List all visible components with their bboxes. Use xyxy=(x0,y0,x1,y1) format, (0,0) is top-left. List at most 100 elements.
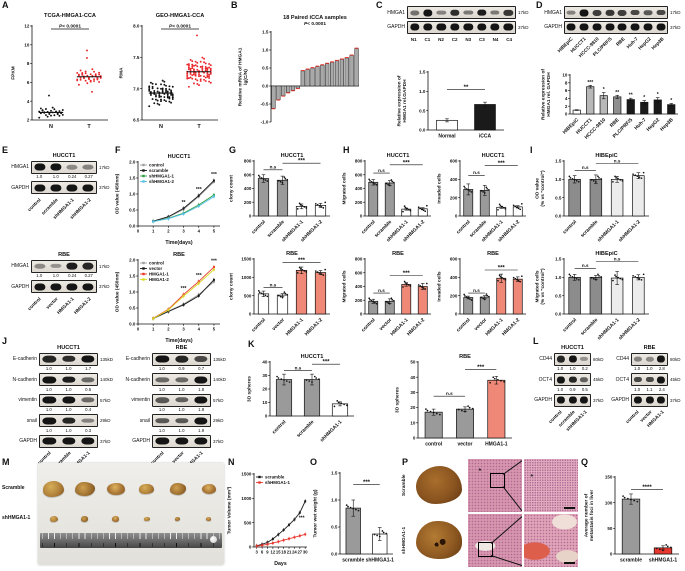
chart-text: Tumor wet weight (g) xyxy=(313,489,319,537)
data-point xyxy=(212,266,215,269)
bar xyxy=(276,85,281,100)
blot-protein-row: N-cadherin 140kD xyxy=(3,373,115,386)
blot-title-row: HUCCT1 xyxy=(3,345,115,351)
data-point xyxy=(630,498,632,501)
blot-protein-row: GAPDH 37kD xyxy=(3,280,114,293)
data-point xyxy=(598,274,600,277)
band-value: 1.0 xyxy=(178,386,185,392)
band-value: 0.7 xyxy=(198,366,205,371)
panel-letter-h: H xyxy=(343,145,350,155)
chart-text: 600 xyxy=(244,172,252,177)
chart-text: scramble xyxy=(580,317,600,337)
protein-band xyxy=(82,283,94,290)
band-value: 1.0 xyxy=(45,386,52,392)
data-point xyxy=(149,94,152,96)
chart-text: * xyxy=(670,98,672,104)
data-point xyxy=(617,177,620,180)
blot-lane-strip xyxy=(152,434,211,448)
chart-text: 0.5 xyxy=(129,306,136,311)
molecular-weight-label: 17kD xyxy=(518,10,529,15)
tumor-specimen xyxy=(81,516,88,522)
data-point xyxy=(208,75,211,78)
data-point xyxy=(155,94,157,96)
spacer xyxy=(100,428,115,434)
data-point xyxy=(569,176,572,179)
data-point xyxy=(182,295,185,298)
tumor-specimen xyxy=(175,517,180,521)
data-point xyxy=(378,535,381,538)
data-point xyxy=(392,299,395,302)
protein-band xyxy=(630,9,640,16)
lane-label: Huh-7 xyxy=(625,37,640,51)
protein-label: E-cadherin xyxy=(12,356,37,362)
lane-labels: N1 C1 N2 C2 N3 C3 N4 C4 xyxy=(407,35,516,42)
chart-text: 3D spheres xyxy=(395,387,401,413)
chart-text: 400 xyxy=(450,177,458,182)
tumor-specimen xyxy=(74,481,95,497)
chart-text: shHMGA1-1 xyxy=(265,480,290,485)
bar-tip xyxy=(325,62,330,64)
chart-text: 18 Paired iCCA samples xyxy=(283,15,347,21)
chart-text: scramble xyxy=(342,558,364,564)
lane-label: C1 xyxy=(424,37,431,42)
chart-text: n.s xyxy=(446,391,453,396)
chart-text: iCCA xyxy=(479,134,492,140)
data-point xyxy=(91,68,94,71)
spacer xyxy=(116,407,150,413)
blot-protein-row: HMGA1 17kD xyxy=(3,259,114,273)
spacer xyxy=(99,295,114,325)
data-point xyxy=(617,276,620,279)
data-point xyxy=(208,63,211,65)
chart-text: 30 xyxy=(410,390,416,395)
data-point xyxy=(277,540,280,543)
band-quantification: 1.0 1.0 0.5 xyxy=(39,387,98,393)
data-point xyxy=(161,88,164,91)
data-point xyxy=(424,288,427,290)
data-point xyxy=(279,180,282,183)
protein-band xyxy=(617,9,627,16)
data-point xyxy=(196,65,199,68)
band-quantification: 1.0 1.0 1.9 xyxy=(152,428,211,434)
chart-text: shHMGA1-1 xyxy=(149,174,174,179)
protein-band xyxy=(193,356,208,362)
protein-band xyxy=(42,376,57,383)
scale-bar xyxy=(564,507,575,509)
chart-text: *** xyxy=(587,80,593,86)
tumor-specimen xyxy=(169,483,186,495)
protein-band xyxy=(657,355,666,363)
protein-band xyxy=(656,23,666,31)
data-point xyxy=(53,114,56,117)
chart-text: OD value (450nm) xyxy=(115,173,121,214)
chart-text: RBE xyxy=(459,354,471,360)
chart-text: *** xyxy=(181,286,187,292)
data-point xyxy=(76,71,79,74)
chart-text: 3 xyxy=(182,327,185,332)
inset-connector-line xyxy=(490,555,522,566)
chart-text: 20 xyxy=(410,405,416,410)
chart-text: 150 xyxy=(605,475,613,480)
data-point xyxy=(171,93,174,96)
chart-text: clony count xyxy=(229,273,235,300)
blot-rbe-emt-markers: RBE E-cadherin 135kD 1.0 0.9 0.7 N-cadherin 140… xyxy=(116,345,228,479)
data-point xyxy=(151,98,154,101)
band-value: 0.9 xyxy=(178,366,185,371)
data-point xyxy=(500,379,502,382)
data-point xyxy=(372,181,375,184)
chart-text: vector xyxy=(473,317,488,332)
data-point xyxy=(424,210,427,213)
data-point xyxy=(209,81,212,84)
blot-protein-row: HMGA1 17kD xyxy=(3,160,114,174)
band-quantification-row: 1.0 1.0 1.9 xyxy=(116,428,228,434)
chart-text: *** xyxy=(498,161,506,167)
band-quantification: 1.0 1.0 0.24 0.27 xyxy=(31,174,97,180)
chart-shape xyxy=(142,174,145,178)
band-quantification: 1.0 1.0 1.8 xyxy=(152,387,211,393)
data-point xyxy=(199,78,202,81)
band-quantification-row: 1.0 1.0 0.24 0.27 xyxy=(3,273,114,279)
chart-text: shHMGA1-2 xyxy=(618,317,642,341)
chart-text: 0 xyxy=(455,214,458,219)
blot-hucct1-stemness-markers: HUCCT1 CD44 80kD 1.0 1.0 0.2 OCT4 45kD 1.0 0.9 0.5… xyxy=(532,345,608,438)
spacer xyxy=(381,35,405,42)
protein-label: OCT4 xyxy=(538,376,552,383)
chart-text: Migrated cells xyxy=(342,172,348,204)
